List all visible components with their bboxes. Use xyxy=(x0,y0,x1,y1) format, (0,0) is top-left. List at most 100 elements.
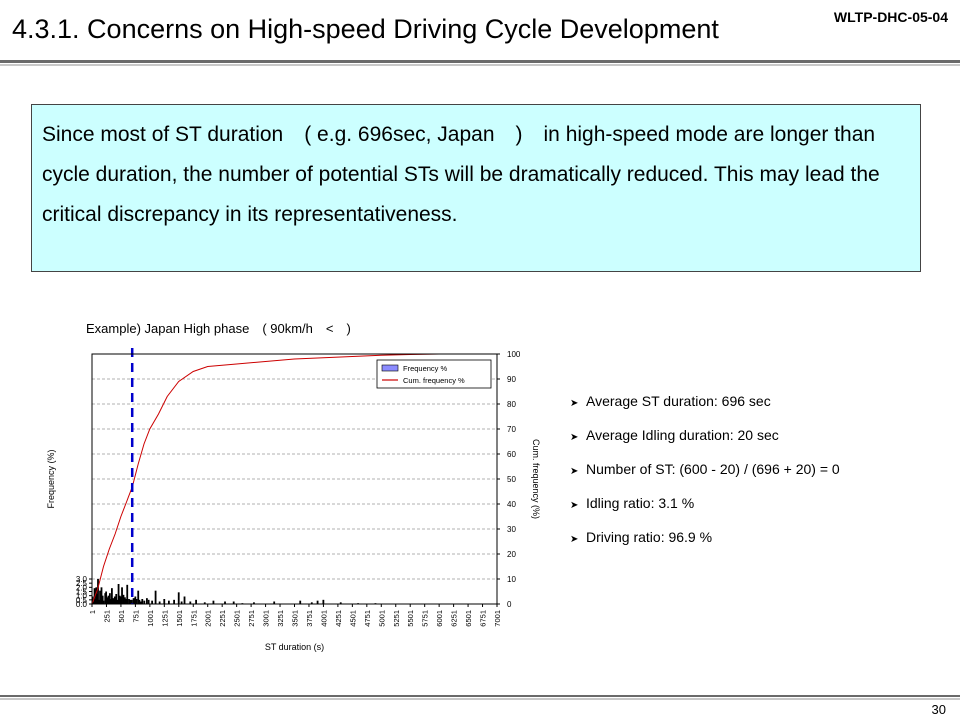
x-axis-title: ST duration (s) xyxy=(265,642,324,652)
stats-item: ➤ Driving ratio: 96.9 % xyxy=(570,523,840,557)
frequency-bar xyxy=(102,600,105,604)
x-tick-label: 1751 xyxy=(189,610,198,627)
frequency-bar xyxy=(180,601,183,604)
frequency-bar xyxy=(95,587,98,604)
y-tick-label: 0.5 xyxy=(76,596,88,605)
frequency-bar xyxy=(111,588,113,604)
frequency-bar xyxy=(203,602,206,604)
frequency-bar xyxy=(134,596,137,604)
frequency-bar xyxy=(158,601,161,604)
stats-item: ➤ Average Idling duration: 20 sec xyxy=(570,421,840,455)
frequency-bar xyxy=(122,594,125,604)
frequency-bar xyxy=(147,599,150,604)
frequency-bar xyxy=(299,600,302,604)
footer-rule-shadow xyxy=(0,698,960,700)
y2-tick-label: 0 xyxy=(507,600,512,609)
frequency-bar xyxy=(125,599,127,604)
x-tick-label: 5251 xyxy=(392,610,401,627)
stats-text: Average ST duration: 696 sec xyxy=(586,393,771,409)
frequency-bar xyxy=(117,584,120,604)
title-rule xyxy=(0,60,960,63)
frequency-bar xyxy=(126,584,129,604)
frequency-bar xyxy=(101,595,104,604)
y-tick-label: 1.0 xyxy=(76,592,88,601)
legend-label-frequency: Frequency % xyxy=(403,364,448,373)
x-tick-label: 5001 xyxy=(377,610,386,627)
frequency-bar xyxy=(91,596,94,604)
x-tick-label: 4251 xyxy=(334,610,343,627)
page-title: 4.3.1. Concerns on High-speed Driving Cy… xyxy=(12,14,719,44)
frequency-bar xyxy=(130,599,133,604)
frequency-bar xyxy=(316,600,319,604)
frequency-bar xyxy=(97,599,100,604)
frequency-bar xyxy=(189,601,192,604)
info-box-text: Since most of ST duration ( e.g. 696sec,… xyxy=(42,123,880,226)
frequency-bar xyxy=(141,599,144,604)
frequency-bar xyxy=(339,602,342,604)
frequency-bar xyxy=(322,599,325,604)
x-tick-label: 1 xyxy=(88,610,97,614)
frequency-bar xyxy=(135,599,138,604)
y2-axis-title: Cum. frequency (%) xyxy=(531,439,540,519)
y2-tick-label: 20 xyxy=(507,550,516,559)
x-tick-label: 4751 xyxy=(363,610,372,627)
x-tick-label: 2501 xyxy=(233,610,242,627)
st-duration-chart: 0.00.51.01.52.02.53.0 0 10 20 30 40 50 60 70 80 90… xyxy=(46,348,540,652)
arrow-bullet-icon: ➤ xyxy=(570,398,579,409)
example-caption: Example) Japan High phase ( 90km/h < ) xyxy=(86,321,351,336)
page-number: 30 xyxy=(931,702,946,717)
y-tick-label: 2.0 xyxy=(76,583,88,592)
x-tick-label: 6501 xyxy=(464,610,473,627)
stats-item: ➤ Number of ST: (600 - 20) / (696 + 20) =… xyxy=(570,455,840,489)
stats-text: Number of ST: (600 - 20) / (696 + 20) = … xyxy=(586,461,840,477)
frequency-bar xyxy=(154,590,157,604)
stats-list: ➤ Average ST duration: 696 sec ➤ Average I… xyxy=(570,387,840,557)
arrow-bullet-icon: ➤ xyxy=(570,466,579,477)
stats-item: ➤ Idling ratio: 3.1 % xyxy=(570,489,840,523)
legend-swatch-frequency xyxy=(381,364,399,372)
stats-text: Driving ratio: 96.9 % xyxy=(586,529,713,545)
title-rule-shadow xyxy=(0,64,960,66)
info-box: Since most of ST duration ( e.g. 696sec,… xyxy=(31,104,921,272)
y2-tick-label: 80 xyxy=(507,400,516,409)
y2-tick-label: 70 xyxy=(507,425,516,434)
x-tick-label: 3751 xyxy=(305,610,314,627)
frequency-bar xyxy=(273,601,276,604)
y-tick-label: 2.5 xyxy=(76,579,88,588)
frequency-bar xyxy=(106,597,109,604)
legend-box xyxy=(376,359,492,389)
frequency-bar xyxy=(137,590,140,604)
frequency-bar xyxy=(167,600,170,604)
x-tick-label: 5751 xyxy=(421,610,430,627)
frequency-bar xyxy=(129,599,132,604)
y2-tick-label: 90 xyxy=(507,375,516,384)
frequency-bar xyxy=(212,600,215,604)
y-tick-label: 0.0 xyxy=(76,600,88,609)
frequency-bar xyxy=(128,599,130,604)
arrow-bullet-icon: ➤ xyxy=(570,432,579,443)
doc-id: WLTP-DHC-05-04 xyxy=(833,9,948,25)
x-tick-label: 6251 xyxy=(450,610,459,627)
x-tick-label: 7001 xyxy=(493,610,502,627)
y2-tick-label: 100 xyxy=(507,350,521,359)
frequency-bar xyxy=(132,598,135,604)
x-tick-label: 4501 xyxy=(348,610,357,627)
x-tick-label: 3001 xyxy=(262,610,271,627)
x-tick-label: 6751 xyxy=(479,610,488,627)
stats-text: Idling ratio: 3.1 % xyxy=(586,495,695,511)
frequency-bar xyxy=(124,597,126,604)
frequency-bar xyxy=(183,596,186,604)
x-tick-label: 3251 xyxy=(276,610,285,627)
x-tick-label: 5501 xyxy=(406,610,415,627)
footer-rule xyxy=(0,695,960,697)
arrow-bullet-icon: ➤ xyxy=(570,500,579,511)
x-tick-label: 251 xyxy=(102,610,111,623)
frequency-bar xyxy=(163,599,166,604)
x-tick-label: 3501 xyxy=(291,610,300,627)
frequency-bar xyxy=(195,599,197,604)
frequency-bar xyxy=(107,595,110,604)
frequency-bar xyxy=(310,602,313,604)
x-tick-label: 6001 xyxy=(435,610,444,627)
frequency-bar xyxy=(151,600,154,604)
x-tick-label: 501 xyxy=(117,610,126,623)
